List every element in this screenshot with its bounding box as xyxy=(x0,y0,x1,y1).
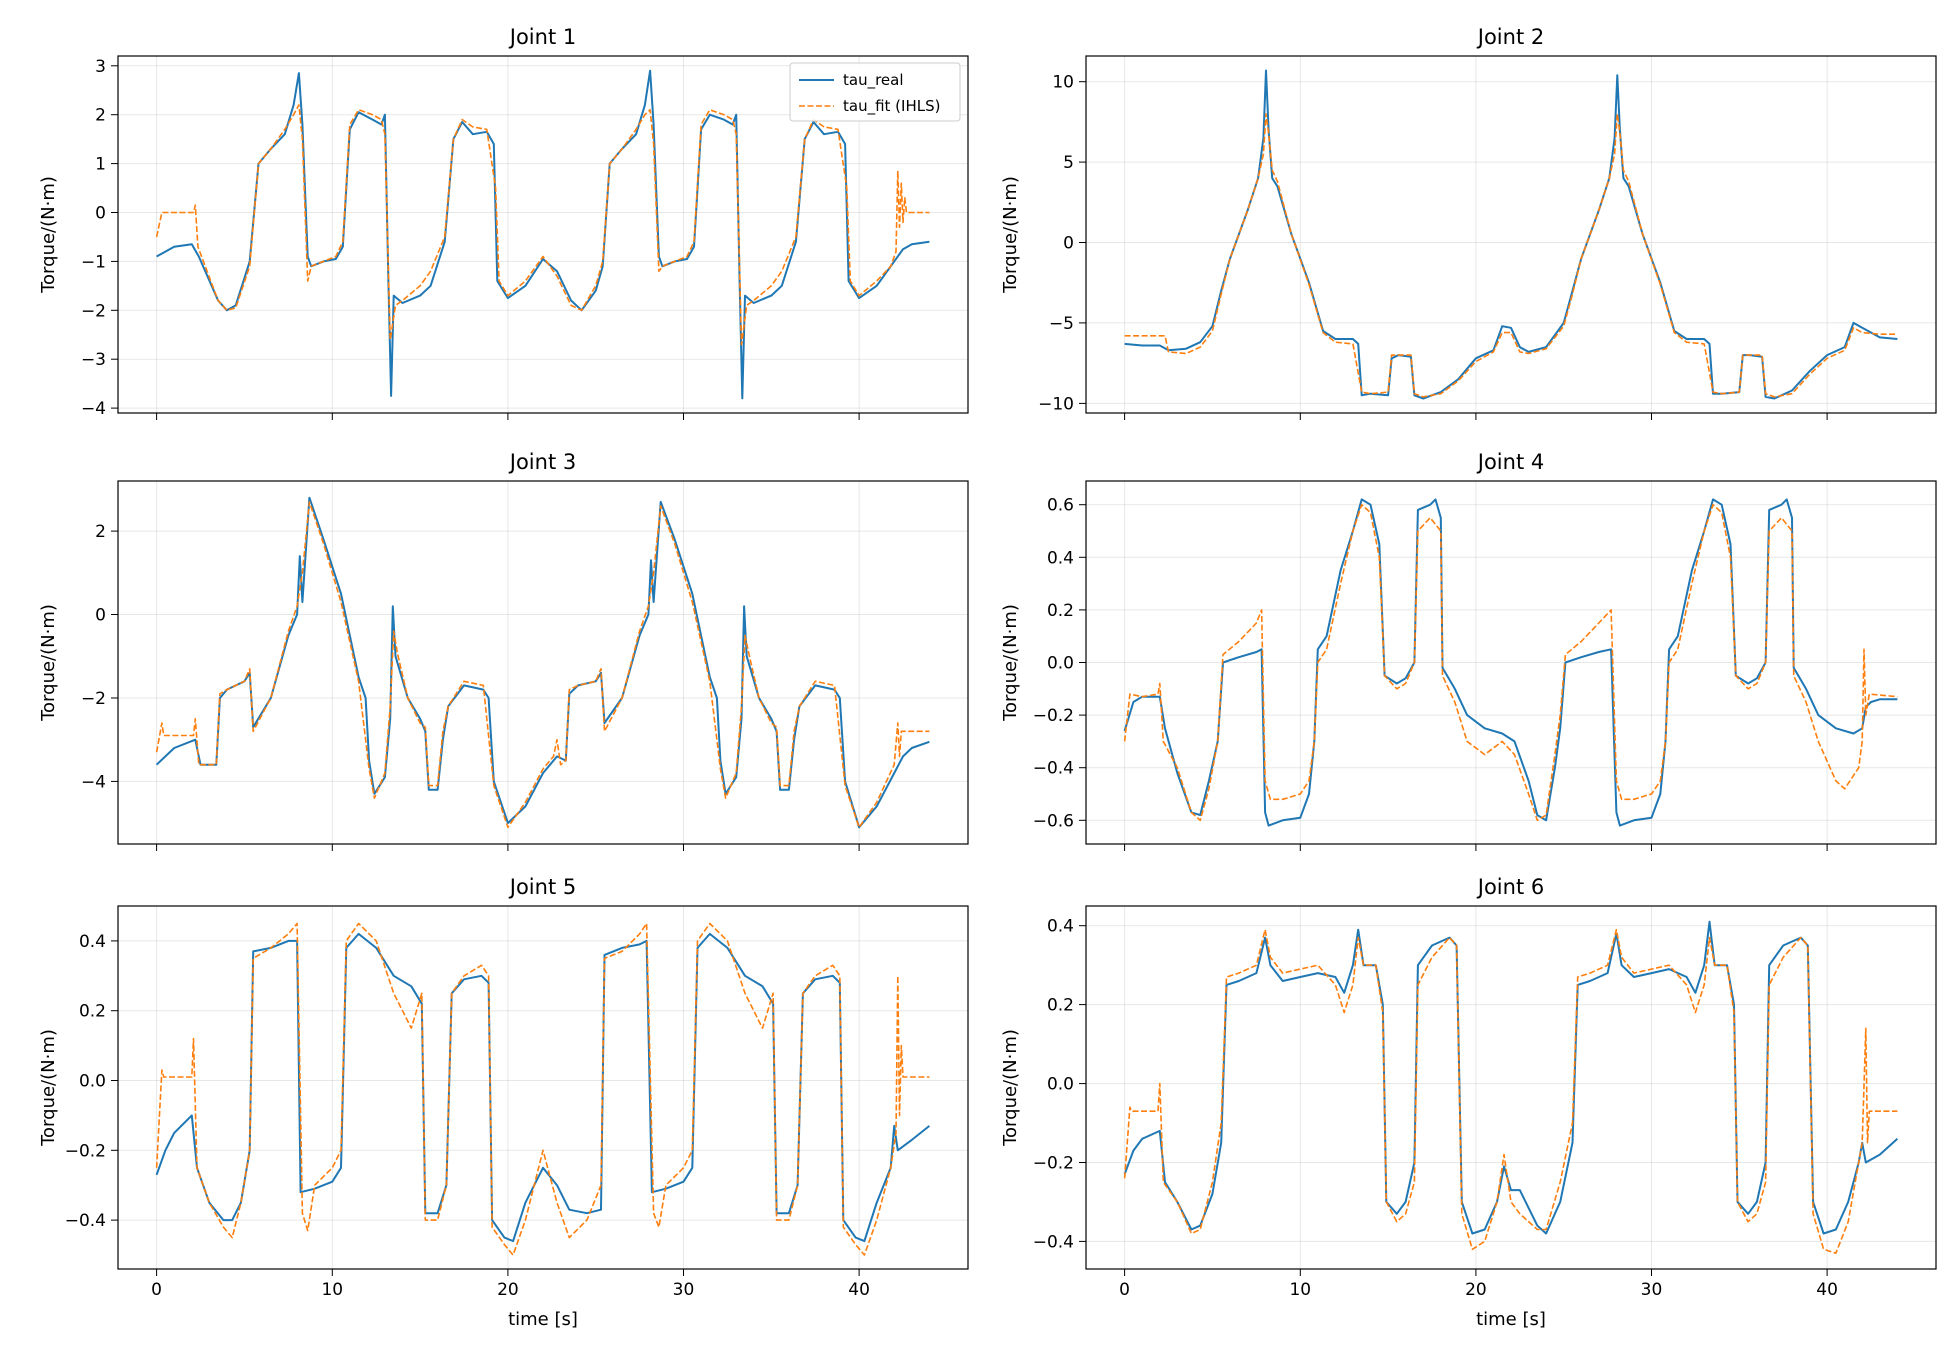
subplot-joint-4: −0.6 −0.4 −0.2 0.0 0.2 0.4 0.6 Joint 4 Torque/(N… xyxy=(1000,450,1937,851)
x-tick-label: 40 xyxy=(848,1280,870,1300)
y-tick-label: 0.2 xyxy=(1047,601,1074,621)
subplot-title: Joint 3 xyxy=(508,450,576,474)
y-tick-label: −0.4 xyxy=(1033,1232,1074,1252)
y-tick-label: −0.6 xyxy=(1033,811,1074,831)
y-tick-label: −0.2 xyxy=(1033,1154,1074,1174)
legend-box xyxy=(789,62,961,122)
subplot-joint-6: 0 10 20 30 40 −0.4 −0.2 0.0 0.2 0.4 Joint 6 Torque/… xyxy=(1000,875,1937,1330)
legend-tau-fit-label: tau_fit (IHLS) xyxy=(843,97,940,116)
series-tau-real-line xyxy=(1124,69,1898,400)
plot-frame xyxy=(117,905,969,1270)
y-tick-label: 0 xyxy=(95,606,106,626)
plot-frame xyxy=(117,55,969,414)
y-tick-label: −10 xyxy=(1038,394,1074,414)
legend-tau-real-label: tau_real xyxy=(843,71,904,90)
y-tick-label: −1 xyxy=(81,252,106,272)
x-tick-label: 10 xyxy=(1289,1280,1311,1300)
y-tick-label: −0.2 xyxy=(1033,706,1074,726)
plot-frame xyxy=(1085,905,1937,1270)
y-tick-label: 0.2 xyxy=(1047,996,1074,1016)
y-tick-label: −2 xyxy=(81,689,106,709)
x-tick-label: 10 xyxy=(321,1280,343,1300)
y-tick-label: 0 xyxy=(1063,234,1074,254)
subplot-title: Joint 4 xyxy=(1476,450,1544,474)
y-axis-label: Torque/(N·m) xyxy=(38,604,59,722)
y-tick-label: −3 xyxy=(81,350,106,370)
y-tick-label: 0.2 xyxy=(79,1002,106,1022)
y-tick-label: 0.0 xyxy=(1047,654,1074,674)
y-axis-label: Torque/(N·m) xyxy=(38,176,59,294)
y-tick-label: −4 xyxy=(81,399,106,419)
subplot-title: Joint 2 xyxy=(1476,25,1544,49)
subplot-joint-2: −10 −5 0 5 10 Joint 2 Torque/(N·m) xyxy=(1000,25,1937,420)
y-tick-label: 0.4 xyxy=(1047,917,1074,937)
y-tick-label: 0.6 xyxy=(1047,496,1074,516)
y-tick-label: 2 xyxy=(95,522,106,542)
x-axis-label: time [s] xyxy=(1476,1309,1546,1330)
x-tick-label: 30 xyxy=(1641,1280,1663,1300)
y-tick-label: 5 xyxy=(1063,153,1074,173)
x-axis-label: time [s] xyxy=(508,1309,578,1330)
x-tick-label: 40 xyxy=(1816,1280,1838,1300)
x-tick-label: 20 xyxy=(497,1280,519,1300)
x-tick-label: 20 xyxy=(1465,1280,1487,1300)
y-tick-label: 0.0 xyxy=(1047,1075,1074,1095)
plot-frame xyxy=(1085,480,1937,845)
y-tick-label: −0.4 xyxy=(1033,759,1074,779)
y-axis-label: Torque/(N·m) xyxy=(1000,604,1021,722)
y-tick-label: 0.0 xyxy=(79,1072,106,1092)
series-tau-fit-line xyxy=(1124,113,1898,398)
subplot-title: Joint 1 xyxy=(508,25,576,49)
y-tick-label: −5 xyxy=(1049,314,1074,334)
y-tick-label: −0.2 xyxy=(65,1141,106,1161)
y-tick-label: 0.4 xyxy=(1047,548,1074,568)
series-tau-fit-line xyxy=(1123,928,1898,1254)
y-tick-label: −0.4 xyxy=(65,1211,106,1231)
subplot-title: Joint 6 xyxy=(1476,875,1544,899)
plot-frame xyxy=(1085,55,1937,414)
y-axis-label: Torque/(N·m) xyxy=(1000,176,1021,294)
y-tick-label: 0 xyxy=(95,204,106,224)
x-tick-label: 0 xyxy=(1119,1280,1130,1300)
y-tick-label: 1 xyxy=(95,155,106,175)
series-tau-fit-line xyxy=(1123,503,1898,822)
y-tick-label: 0.4 xyxy=(79,932,106,952)
subplot-title: Joint 5 xyxy=(508,875,576,899)
y-tick-label: −2 xyxy=(81,301,106,321)
series-tau-fit-line xyxy=(155,922,930,1256)
x-tick-label: 30 xyxy=(673,1280,695,1300)
y-tick-label: −4 xyxy=(81,772,106,792)
plot-frame xyxy=(117,480,969,845)
y-axis-label: Torque/(N·m) xyxy=(1000,1029,1021,1147)
series-tau-real-line xyxy=(155,496,930,829)
y-axis-label: Torque/(N·m) xyxy=(38,1029,59,1147)
subplot-joint-3: −4 −2 0 2 Joint 3 Torque/(N·m) xyxy=(38,450,969,851)
y-tick-label: 10 xyxy=(1052,73,1074,93)
y-tick-label: 3 xyxy=(95,57,106,77)
subplot-joint-5: 0 10 20 30 40 −0.4 −0.2 0.0 0.2 0.4 Joint 5 Torque/… xyxy=(38,875,969,1330)
y-tick-label: 2 xyxy=(95,106,106,126)
x-tick-label: 0 xyxy=(151,1280,162,1300)
series-tau-fit-line xyxy=(155,501,930,829)
legend: tau_real tau_fit (IHLS) xyxy=(789,62,961,122)
